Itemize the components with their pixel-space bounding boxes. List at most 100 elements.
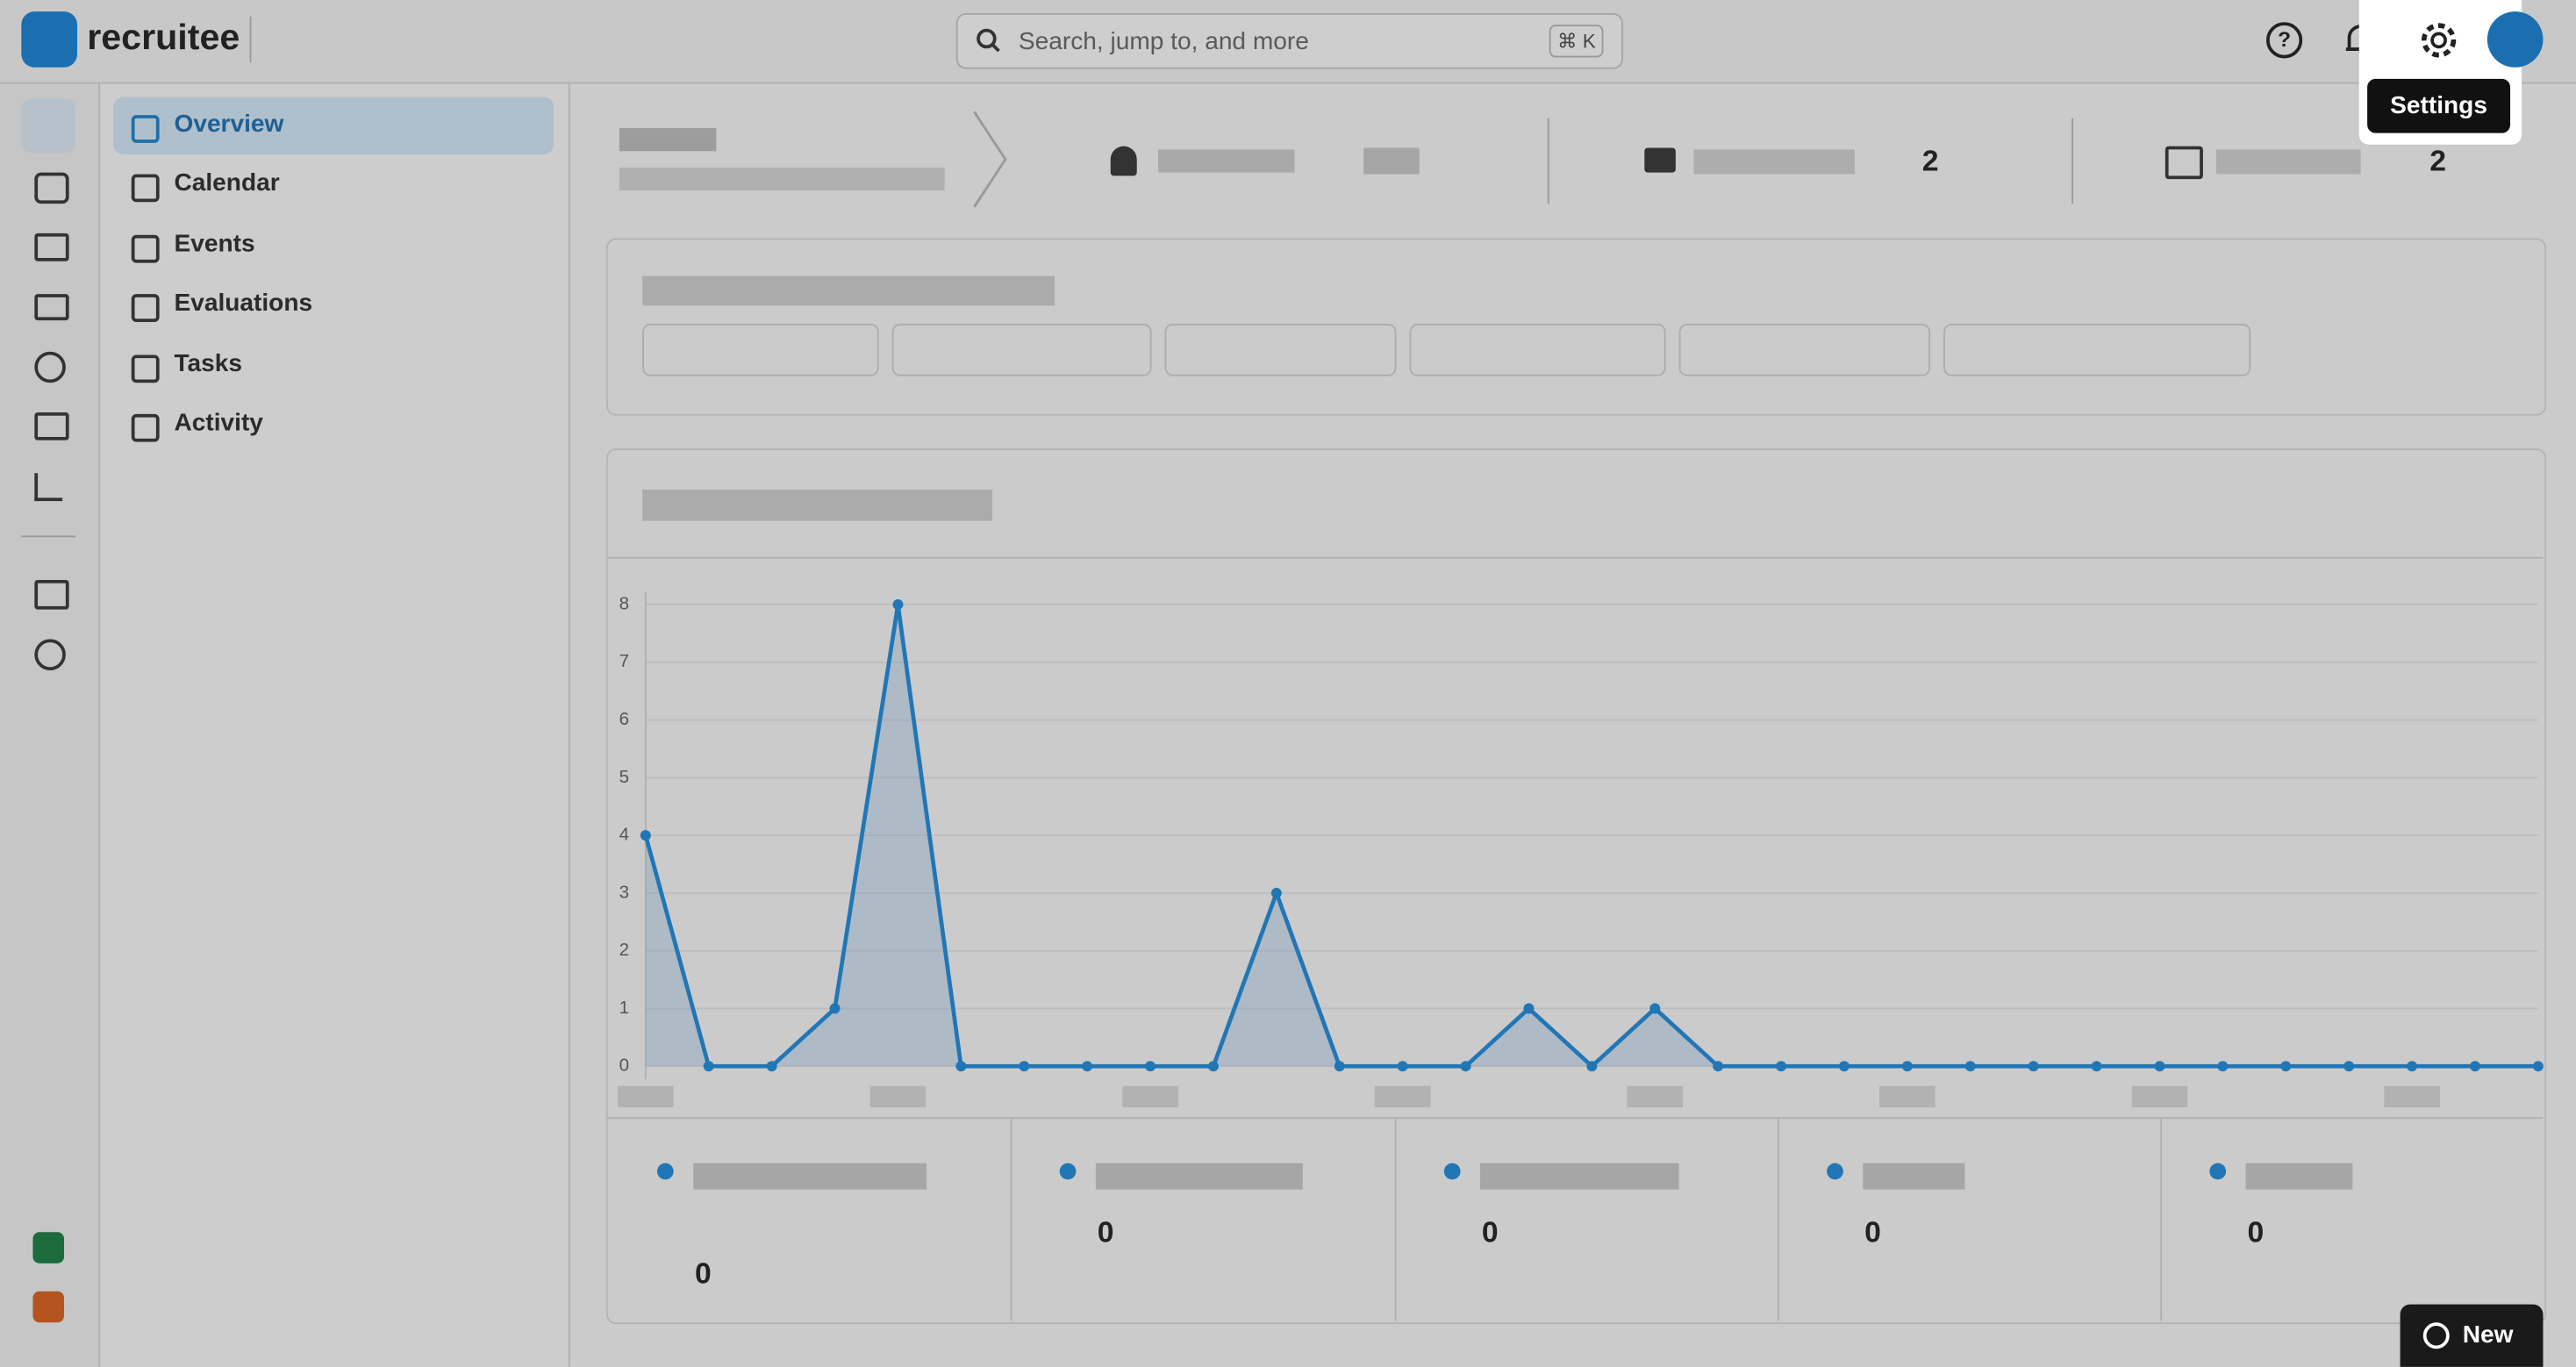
app-icon[interactable] bbox=[32, 1232, 65, 1263]
y-tick-label: 5 bbox=[619, 767, 629, 787]
redacted bbox=[1879, 1085, 1936, 1107]
brand: recruitee bbox=[87, 16, 240, 58]
redacted bbox=[1122, 1085, 1178, 1107]
point bbox=[1776, 1061, 1787, 1072]
divider bbox=[1777, 1119, 1779, 1321]
filter-pill[interactable] bbox=[642, 323, 879, 376]
redacted bbox=[619, 167, 945, 191]
candidates-icon[interactable] bbox=[34, 172, 69, 204]
nav-item[interactable]: Tasks bbox=[174, 349, 243, 377]
filter-card bbox=[605, 238, 2547, 416]
app-icon[interactable] bbox=[32, 1291, 65, 1323]
redacted bbox=[1095, 1163, 1303, 1190]
chevron bbox=[973, 111, 1007, 208]
stat-value: 2 bbox=[2429, 144, 2447, 178]
redacted bbox=[869, 1085, 927, 1107]
point bbox=[829, 1003, 841, 1014]
point bbox=[1713, 1061, 1724, 1072]
nav-item[interactable]: Evaluations bbox=[174, 289, 313, 318]
person-icon bbox=[1110, 146, 1137, 176]
redacted bbox=[2384, 1085, 2440, 1107]
divider bbox=[1547, 118, 1549, 204]
filter-pill[interactable] bbox=[1409, 323, 1666, 376]
jobs-icon[interactable] bbox=[34, 233, 69, 261]
point bbox=[1145, 1061, 1156, 1072]
legend-dot bbox=[1827, 1163, 1843, 1180]
icon-rail bbox=[0, 83, 101, 1367]
tooltip: Settings bbox=[2367, 78, 2511, 133]
point bbox=[2532, 1061, 2544, 1072]
filter-pill[interactable] bbox=[1678, 323, 1931, 376]
point bbox=[766, 1061, 777, 1072]
point bbox=[2154, 1061, 2165, 1072]
y-tick-label: 4 bbox=[619, 825, 629, 845]
shortcut: ⌘ K bbox=[1549, 25, 1605, 58]
redacted bbox=[1863, 1163, 1965, 1190]
reports-icon[interactable] bbox=[34, 351, 66, 383]
point bbox=[2343, 1061, 2355, 1072]
y-tick-label: 6 bbox=[619, 709, 629, 729]
point bbox=[892, 599, 904, 611]
point bbox=[1334, 1061, 1345, 1072]
talent-pool-icon[interactable] bbox=[34, 412, 69, 440]
svg-text:?: ? bbox=[2278, 28, 2291, 52]
y-tick-label: 0 bbox=[619, 1056, 629, 1076]
mail-icon[interactable] bbox=[34, 294, 69, 321]
y-tick-label: 2 bbox=[619, 940, 629, 960]
filter-pill[interactable] bbox=[891, 323, 1152, 376]
redacted bbox=[642, 276, 1055, 306]
divider bbox=[2072, 118, 2073, 204]
nav-icon bbox=[131, 354, 160, 383]
y-tick-label: 8 bbox=[619, 593, 629, 613]
legend-dot bbox=[656, 1163, 674, 1180]
divider bbox=[607, 1117, 2544, 1120]
point bbox=[1082, 1061, 1093, 1072]
new-button[interactable]: New bbox=[2400, 1304, 2544, 1367]
help-icon[interactable]: ? bbox=[2264, 19, 2305, 61]
new-label: New bbox=[2462, 1320, 2514, 1349]
stat-value: 2 bbox=[1921, 144, 1939, 178]
summary-value: 0 bbox=[695, 1256, 712, 1290]
settings-icon[interactable] bbox=[2418, 19, 2459, 61]
nav-item[interactable]: Events bbox=[174, 229, 255, 258]
summary-value: 0 bbox=[1481, 1215, 1499, 1249]
search-box[interactable]: Search, jump to, and more ⌘ K bbox=[955, 12, 1623, 69]
y-tick-label: 7 bbox=[619, 651, 629, 671]
redacted bbox=[2215, 149, 2361, 175]
redacted bbox=[1693, 149, 1855, 175]
filter-pill[interactable] bbox=[1943, 323, 2251, 376]
nav-item[interactable]: Calendar bbox=[174, 169, 280, 198]
redacted bbox=[1480, 1163, 1679, 1190]
redacted bbox=[1374, 1085, 1431, 1107]
legend-dot bbox=[1059, 1163, 1077, 1180]
nav-item[interactable]: Activity bbox=[174, 409, 263, 438]
feed-icon[interactable] bbox=[34, 473, 63, 502]
point bbox=[2217, 1061, 2229, 1072]
redacted bbox=[2131, 1085, 2188, 1107]
point bbox=[2091, 1061, 2102, 1072]
filter-pill[interactable] bbox=[1164, 323, 1397, 376]
redacted bbox=[1158, 149, 1295, 173]
point bbox=[1207, 1061, 1219, 1072]
careers-icon[interactable] bbox=[34, 639, 66, 670]
divider bbox=[249, 16, 252, 63]
point bbox=[2407, 1061, 2418, 1072]
y-tick-label: 3 bbox=[619, 882, 629, 902]
point bbox=[955, 1061, 967, 1072]
home-icon[interactable] bbox=[21, 98, 76, 154]
point bbox=[1964, 1061, 1976, 1072]
avatar[interactable] bbox=[2487, 11, 2544, 68]
redacted[interactable] bbox=[642, 489, 992, 521]
store-icon[interactable] bbox=[34, 579, 69, 610]
search-placeholder: Search, jump to, and more bbox=[1018, 27, 1309, 56]
divider bbox=[21, 535, 76, 538]
nav-item[interactable]: Overview bbox=[174, 110, 284, 139]
search-icon bbox=[977, 28, 1000, 53]
pool-icon bbox=[2165, 146, 2203, 180]
point bbox=[1270, 887, 1282, 898]
logo[interactable] bbox=[21, 11, 78, 68]
nav-icon bbox=[131, 115, 160, 143]
divider bbox=[1394, 1119, 1397, 1321]
